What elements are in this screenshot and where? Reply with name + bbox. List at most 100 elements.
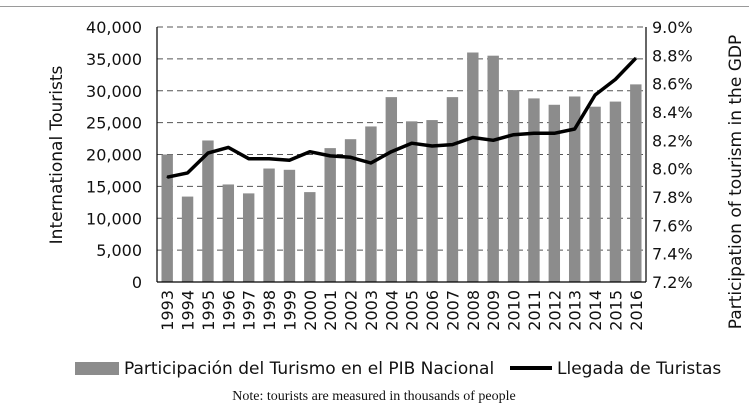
line-point-2015 xyxy=(614,78,617,81)
right-axis-ticks: 7.2% 7.4% 7.6% 7.8% 8.0% 8.2% 8.4% 8.6% 8.8% 9.0% xyxy=(652,18,693,292)
top-divider xyxy=(0,6,749,7)
bar-1993 xyxy=(161,154,173,282)
left-tick-label: 40,000 xyxy=(86,18,142,37)
x-tick-label: 1998 xyxy=(260,290,279,331)
right-tick-label: 8.6% xyxy=(652,75,693,94)
line-point-2000 xyxy=(309,150,311,153)
bar-2006 xyxy=(426,120,438,282)
line-point-1995 xyxy=(207,152,209,154)
legend-bar-label: Participación del Turismo en el PIB Naci… xyxy=(124,359,494,379)
x-tick-label: 2009 xyxy=(484,290,503,331)
bar-1995 xyxy=(202,140,214,282)
line-point-2012 xyxy=(553,132,556,135)
x-tick-label: 1996 xyxy=(219,290,238,331)
left-tick-label: 20,000 xyxy=(86,146,142,165)
x-tick-label: 1993 xyxy=(158,290,177,331)
bar-1994 xyxy=(181,196,194,282)
bar-2016 xyxy=(630,84,642,282)
line-point-2008 xyxy=(472,136,474,139)
x-tick-label: 2012 xyxy=(545,290,564,331)
x-tick-label: 1994 xyxy=(179,290,198,331)
left-axis-ticks: 0 5,000 10,000 15,000 20,000 25,000 30,000 35,0… xyxy=(86,18,142,292)
bar-2000 xyxy=(304,192,316,282)
line-point-2006 xyxy=(431,145,433,147)
right-tick-label: 8.2% xyxy=(652,131,693,150)
bar-2001 xyxy=(324,148,336,282)
left-tick-label: 15,000 xyxy=(86,177,142,196)
x-tick-label: 2014 xyxy=(586,290,605,331)
bar-1999 xyxy=(283,169,296,282)
bar-2010 xyxy=(507,90,520,282)
line-point-1999 xyxy=(288,159,291,161)
left-axis-title: International Tourists xyxy=(47,66,67,245)
bar-2004 xyxy=(385,97,398,282)
line-point-2005 xyxy=(410,142,413,144)
line-point-2011 xyxy=(533,132,535,135)
line-point-1993 xyxy=(166,176,168,178)
right-tick-label: 7.2% xyxy=(652,273,693,292)
x-tick-label: 2001 xyxy=(321,290,340,331)
bar-2003 xyxy=(365,126,377,282)
right-tick-label: 7.8% xyxy=(652,188,693,207)
bar-2008 xyxy=(467,52,479,282)
line-point-2003 xyxy=(370,162,372,164)
line-point-1998 xyxy=(268,157,270,160)
bar-2015 xyxy=(609,101,622,283)
line-point-2004 xyxy=(390,150,393,153)
right-tick-label: 7.4% xyxy=(652,245,693,264)
x-tick-label: 1999 xyxy=(280,290,299,331)
x-tick-label: 2003 xyxy=(362,290,381,331)
bar-2007 xyxy=(446,97,459,282)
right-tick-label: 7.6% xyxy=(652,216,693,235)
bar-2012 xyxy=(548,104,561,283)
line-point-1994 xyxy=(186,172,189,174)
left-tick-label: 30,000 xyxy=(86,82,142,101)
bar-2011 xyxy=(528,98,540,283)
x-tick-label: 2004 xyxy=(382,290,401,331)
x-tick-label: 2010 xyxy=(505,290,524,331)
bar-1998 xyxy=(263,168,275,282)
x-tick-label: 2007 xyxy=(443,290,462,331)
x-tick-label: 1995 xyxy=(199,290,218,331)
right-tick-label: 8.4% xyxy=(652,103,693,122)
legend-line-label: Llegada de Turistas xyxy=(557,359,721,379)
line-point-1997 xyxy=(247,157,250,160)
bar-2014 xyxy=(589,106,601,282)
left-tick-label: 10,000 xyxy=(86,209,142,228)
x-tick-label: 2008 xyxy=(464,290,483,331)
x-tick-label: 2002 xyxy=(342,290,361,331)
bar-2009 xyxy=(487,55,499,282)
bar-2013 xyxy=(568,96,581,282)
left-tick-label: 35,000 xyxy=(86,50,142,69)
right-tick-label: 8.0% xyxy=(652,160,693,179)
line-point-2014 xyxy=(594,94,596,96)
bar-1996 xyxy=(222,184,235,282)
x-tick-label: 2005 xyxy=(403,290,422,331)
line-point-2013 xyxy=(573,128,576,130)
x-tick-label: 2013 xyxy=(566,290,585,331)
line-point-2001 xyxy=(329,155,331,157)
bar-2005 xyxy=(405,121,418,282)
legend-bar-swatch xyxy=(75,362,119,375)
line-point-2002 xyxy=(349,156,352,159)
x-tick-label: 2011 xyxy=(525,290,544,331)
x-axis-ticks: 1993 1994 1995 1996 1997 1998 1999 2000 2001 2002… xyxy=(158,290,646,331)
line-llegada-de-turistas xyxy=(166,56,638,179)
legend: Participación del Turismo en el PIB Naci… xyxy=(75,359,721,379)
x-tick-label: 1997 xyxy=(240,290,259,331)
left-tick-label: 25,000 xyxy=(86,114,142,133)
bar-series xyxy=(161,52,642,283)
bar-2002 xyxy=(344,139,357,282)
left-tick-label: 0 xyxy=(132,273,142,292)
line-point-2010 xyxy=(512,133,515,136)
right-axis-title: Participation of tourism in the GDP xyxy=(726,35,746,329)
x-tick-label: 2016 xyxy=(627,290,646,331)
right-tick-label: 8.8% xyxy=(652,46,693,65)
right-tick-label: 9.0% xyxy=(652,18,693,37)
line-point-1996 xyxy=(227,146,230,149)
axes xyxy=(156,27,647,283)
x-tick-label: 2000 xyxy=(301,290,320,331)
x-tick-label: 2015 xyxy=(606,290,625,331)
